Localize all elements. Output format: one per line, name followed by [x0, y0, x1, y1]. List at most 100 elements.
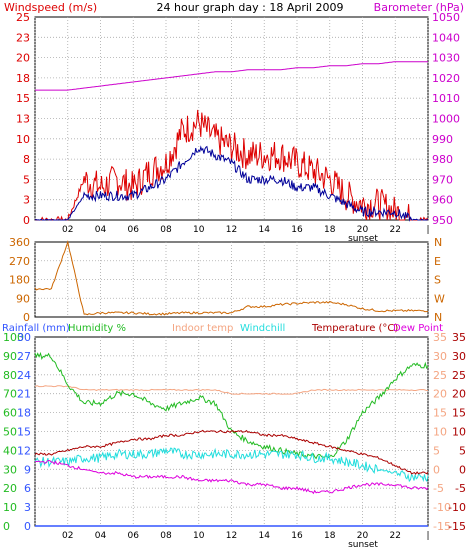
y-tick-label: 1050	[432, 11, 460, 24]
windspeed-label: Windspeed (m/s)	[4, 1, 97, 14]
legend-dewpoint: Dew Point	[393, 323, 443, 334]
x-tick-label: 18	[324, 531, 336, 541]
y-tick-label: 18	[16, 72, 30, 85]
x-tick-label: 14	[259, 225, 271, 235]
y-tick-label: 1000	[432, 113, 460, 126]
x-tick-label: 10	[193, 531, 205, 541]
y-tick-label: 20	[16, 52, 30, 65]
rain-tick-label: 9	[24, 463, 31, 476]
y-tick-label: 990	[432, 133, 453, 146]
barometer-y-axis: 950 960 970 980 990 1000 1010 1020 1030 1040 1050	[432, 11, 460, 227]
dewpoint-line	[34, 459, 429, 495]
wind-panel-grid	[34, 17, 429, 220]
indoor-temp-tick-label: 20	[433, 388, 447, 401]
humidity-tick-label: 90	[3, 350, 17, 363]
rain-humidity-y-axis: 0 10 20 30 40 50 60 70 80 90 100 0 3 6 9 12 15 18 21 24 27 30	[3, 331, 31, 533]
y-tick-label: 950	[432, 214, 453, 227]
direction-panel-grid	[34, 242, 429, 317]
x-tick-label: 06	[128, 531, 140, 541]
legend-windchill: Windchill	[240, 323, 285, 334]
humidity-tick-label: 10	[3, 501, 17, 514]
y-tick-label: 960	[432, 194, 453, 207]
x-tick-label: 04	[95, 225, 107, 235]
temperature-x-axis: 02 04 06 08 10 12 14 16 18 20 22 |	[62, 531, 430, 541]
temp-tick-label: -15	[448, 520, 466, 533]
y-tick-label: N	[434, 311, 442, 324]
rain-tick-label: 3	[24, 501, 31, 514]
x-tick-label: 18	[324, 225, 336, 235]
x-tick-label: 12	[226, 225, 237, 235]
y-tick-label: 180	[9, 274, 30, 287]
y-tick-label: 23	[16, 31, 30, 44]
y-tick-label: 10	[16, 133, 30, 146]
wind-average-line	[34, 145, 429, 222]
y-tick-label: 0	[23, 214, 30, 227]
x-tick-label: 02	[62, 225, 73, 235]
x-tick-label: 20	[357, 531, 369, 541]
rain-tick-label: 15	[17, 426, 31, 439]
temp-tick-label: 30	[452, 350, 466, 363]
y-tick-label: 0	[23, 311, 30, 324]
indoor-temp-tick-label: 0	[433, 463, 440, 476]
rain-tick-label: 18	[17, 407, 31, 420]
x-tick-label: 22	[390, 225, 401, 235]
temp-tick-label: -5	[455, 482, 466, 495]
rain-tick-label: 0	[24, 520, 31, 533]
legend-temperature: Temperature (°C)	[311, 323, 398, 334]
direction-panel-series	[34, 240, 429, 316]
temp-tick-label: 20	[452, 388, 466, 401]
legend-indoor: Indoor temp	[172, 323, 233, 334]
rain-tick-label: 27	[17, 350, 31, 363]
temperature-line	[34, 429, 429, 475]
indoor-temp-tick-label: -5	[433, 482, 444, 495]
temp-tick-label: 35	[452, 331, 466, 344]
wind-direction-line	[34, 240, 429, 316]
y-tick-label: 3	[23, 194, 30, 207]
y-tick-label: N	[434, 236, 442, 249]
indoor-temp-tick-label: 10	[433, 426, 447, 439]
y-tick-label: 1010	[432, 92, 460, 105]
wind-x-axis: 02 04 06 08 10 12 14 16 18 20 22 |	[62, 225, 430, 235]
y-tick-label: 970	[432, 173, 453, 186]
y-tick-label: 980	[432, 153, 453, 166]
direction-y-axis: 0 90 180 270 360	[9, 236, 30, 324]
indoor-temp-tick-label: -10	[433, 501, 451, 514]
rain-tick-label: 12	[17, 444, 31, 457]
y-tick-label: 1020	[432, 72, 460, 85]
barometer-line	[35, 61, 428, 91]
x-tick-label: |	[426, 225, 429, 235]
humidity-tick-label: 20	[3, 482, 17, 495]
humidity-tick-label: 40	[3, 444, 17, 457]
y-tick-label: 1030	[432, 52, 460, 65]
indoor-temp-tick-label: 35	[433, 331, 447, 344]
x-tick-label: 22	[390, 531, 401, 541]
y-tick-label: E	[434, 255, 441, 268]
y-tick-label: 8	[23, 153, 30, 166]
indoor-temp-tick-label: 15	[433, 407, 447, 420]
x-tick-label: 04	[95, 531, 107, 541]
x-tick-label: 16	[291, 225, 303, 235]
y-tick-label: W	[434, 292, 445, 305]
y-tick-label: 25	[16, 11, 30, 24]
indoor-temp-tick-label: 30	[433, 350, 447, 363]
x-tick-label: 14	[259, 531, 271, 541]
humidity-tick-label: 100	[3, 331, 24, 344]
y-tick-label: 270	[9, 255, 30, 268]
humidity-line	[34, 351, 429, 460]
y-tick-label: 15	[16, 92, 30, 105]
temp-tick-label: 15	[452, 407, 466, 420]
humidity-tick-label: 80	[3, 369, 17, 382]
x-tick-label: 06	[128, 225, 140, 235]
x-tick-label: 02	[62, 531, 73, 541]
wind-y-axis: 0 3 5 8 10 13 15 18 20 23 25	[16, 11, 30, 227]
humidity-tick-label: 70	[3, 388, 17, 401]
y-tick-label: 90	[16, 292, 30, 305]
wind-panel-series	[34, 61, 429, 222]
y-tick-label: 360	[9, 236, 30, 249]
humidity-tick-label: 0	[3, 520, 10, 533]
temp-y-axis: -15-15 -10-10 -5 -5 0 0 5 5 10 10 15 15 20 20 25 25 30 30…	[433, 331, 466, 533]
x-tick-label: 16	[291, 531, 303, 541]
humidity-tick-label: 50	[3, 426, 17, 439]
y-tick-label: 13	[16, 113, 30, 126]
